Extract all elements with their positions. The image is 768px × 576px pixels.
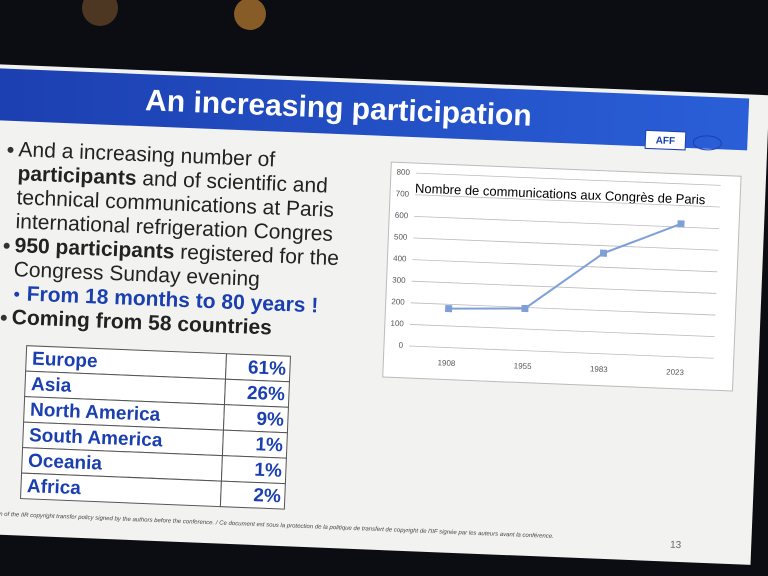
table-text: 2% (253, 485, 281, 507)
grid-line (415, 194, 720, 208)
grid-line (409, 324, 715, 338)
data-point (444, 305, 453, 313)
bullet-dot (0, 314, 7, 321)
y-tick-label: 300 (392, 276, 406, 286)
page-number: 13 (670, 540, 682, 551)
grid-line (414, 215, 719, 230)
y-tick-label: 0 (398, 341, 403, 350)
bullet-line: participants and of scientific and (17, 162, 328, 197)
x-tick-label: 1908 (437, 358, 456, 368)
data-point (677, 220, 685, 228)
y-tick-label: 700 (396, 189, 410, 199)
y-tick-label: 100 (390, 319, 404, 329)
table-text: Oceania (28, 451, 103, 475)
y-tick-label: 200 (391, 297, 405, 307)
stage-light (82, 0, 118, 26)
table-text: 1% (254, 460, 282, 482)
data-point (599, 249, 608, 257)
data-line (448, 222, 682, 310)
data-point (521, 304, 529, 313)
logo-globe (692, 135, 722, 151)
text-run: participants (17, 162, 137, 190)
table-text: 26% (246, 383, 285, 406)
grid-line (411, 280, 717, 294)
slide: An increasing participation AFF Nombre d… (0, 63, 768, 565)
table-text: Europe (32, 349, 98, 373)
bullet-dot (7, 146, 14, 153)
logo-text: AFF (655, 135, 675, 147)
x-tick-label: 1983 (590, 364, 609, 374)
y-tick-label: 600 (395, 211, 409, 221)
grid-line (412, 259, 718, 273)
grid-line (415, 172, 721, 186)
table-text: 1% (255, 434, 283, 456)
table-text: 61% (248, 357, 287, 380)
x-tick-label: 1955 (514, 361, 533, 371)
y-tick-label: 500 (394, 232, 408, 242)
title-bar (0, 67, 750, 151)
table-text: Asia (31, 374, 72, 397)
x-tick-label: 2023 (666, 367, 685, 377)
table-text: 9% (256, 409, 284, 431)
grid-line (413, 237, 719, 251)
table-text: Africa (27, 476, 82, 499)
stage-light (234, 0, 266, 30)
table-text: North America (30, 400, 161, 426)
logo-box (644, 129, 687, 151)
bullet-dot (14, 291, 20, 297)
table-cell (219, 480, 286, 510)
bullet-dot (3, 242, 10, 249)
y-tick-label: 800 (396, 167, 410, 177)
grid-line (408, 345, 714, 359)
y-tick-label: 400 (393, 254, 407, 264)
grid-line (410, 302, 716, 316)
